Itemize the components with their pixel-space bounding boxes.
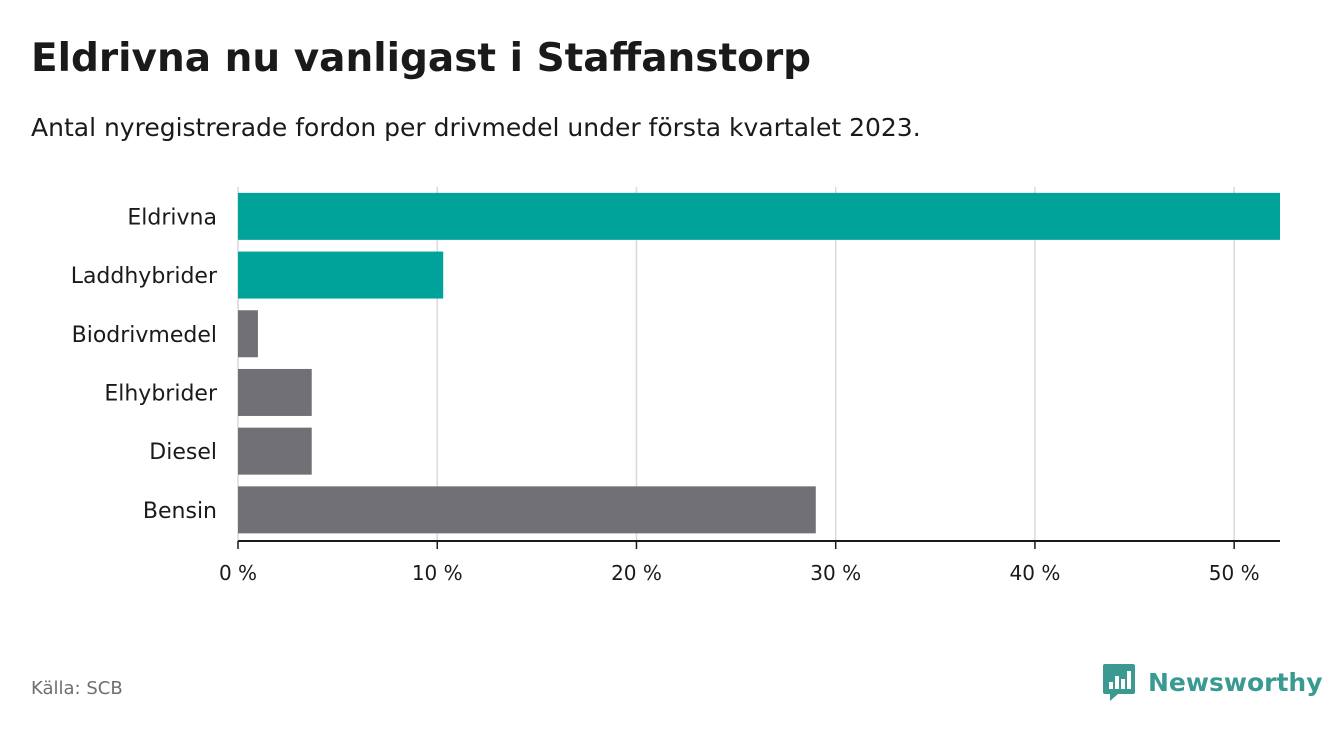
category-label: Eldrivna	[127, 205, 217, 230]
x-tick-label: 0 %	[219, 561, 257, 585]
category-label: Elhybrider	[104, 381, 218, 406]
x-tick-label: 30 %	[810, 561, 861, 585]
brand-name: Newsworthy	[1148, 667, 1323, 697]
x-tick-label: 50 %	[1209, 561, 1260, 585]
bar-biodrivmedel	[238, 310, 258, 358]
source-note: Källa: SCB	[31, 678, 123, 699]
grid-lines	[237, 187, 1235, 541]
category-labels: Eldrivna Laddhybrider Biodrivmedel Elhybrid…	[71, 205, 218, 523]
bar-eldrivna	[238, 192, 1280, 240]
bar-chart-logo-icon	[1103, 664, 1135, 701]
category-label: Diesel	[149, 440, 217, 465]
chart-title: Eldrivna nu vanligast i Staffanstorp	[31, 36, 812, 81]
x-tick-label: 20 %	[611, 561, 662, 585]
category-label: Biodrivmedel	[72, 323, 217, 348]
x-tick-label: 40 %	[1010, 561, 1061, 585]
chart-subtitle: Antal nyregistrerade fordon per drivmede…	[31, 113, 921, 142]
category-label: Laddhybrider	[71, 264, 218, 289]
category-label: Bensin	[143, 499, 217, 524]
bar-bensin	[238, 486, 816, 534]
bars	[238, 192, 1280, 534]
bar-elhybrider	[238, 368, 312, 416]
brand-logo: Newsworthy	[1102, 660, 1323, 704]
bar-diesel	[238, 427, 312, 475]
x-tick-label: 10 %	[412, 561, 463, 585]
x-axis: 0 % 10 % 20 % 30 % 40 % 50 %	[219, 540, 1280, 585]
bar-laddhybrider	[238, 251, 444, 299]
